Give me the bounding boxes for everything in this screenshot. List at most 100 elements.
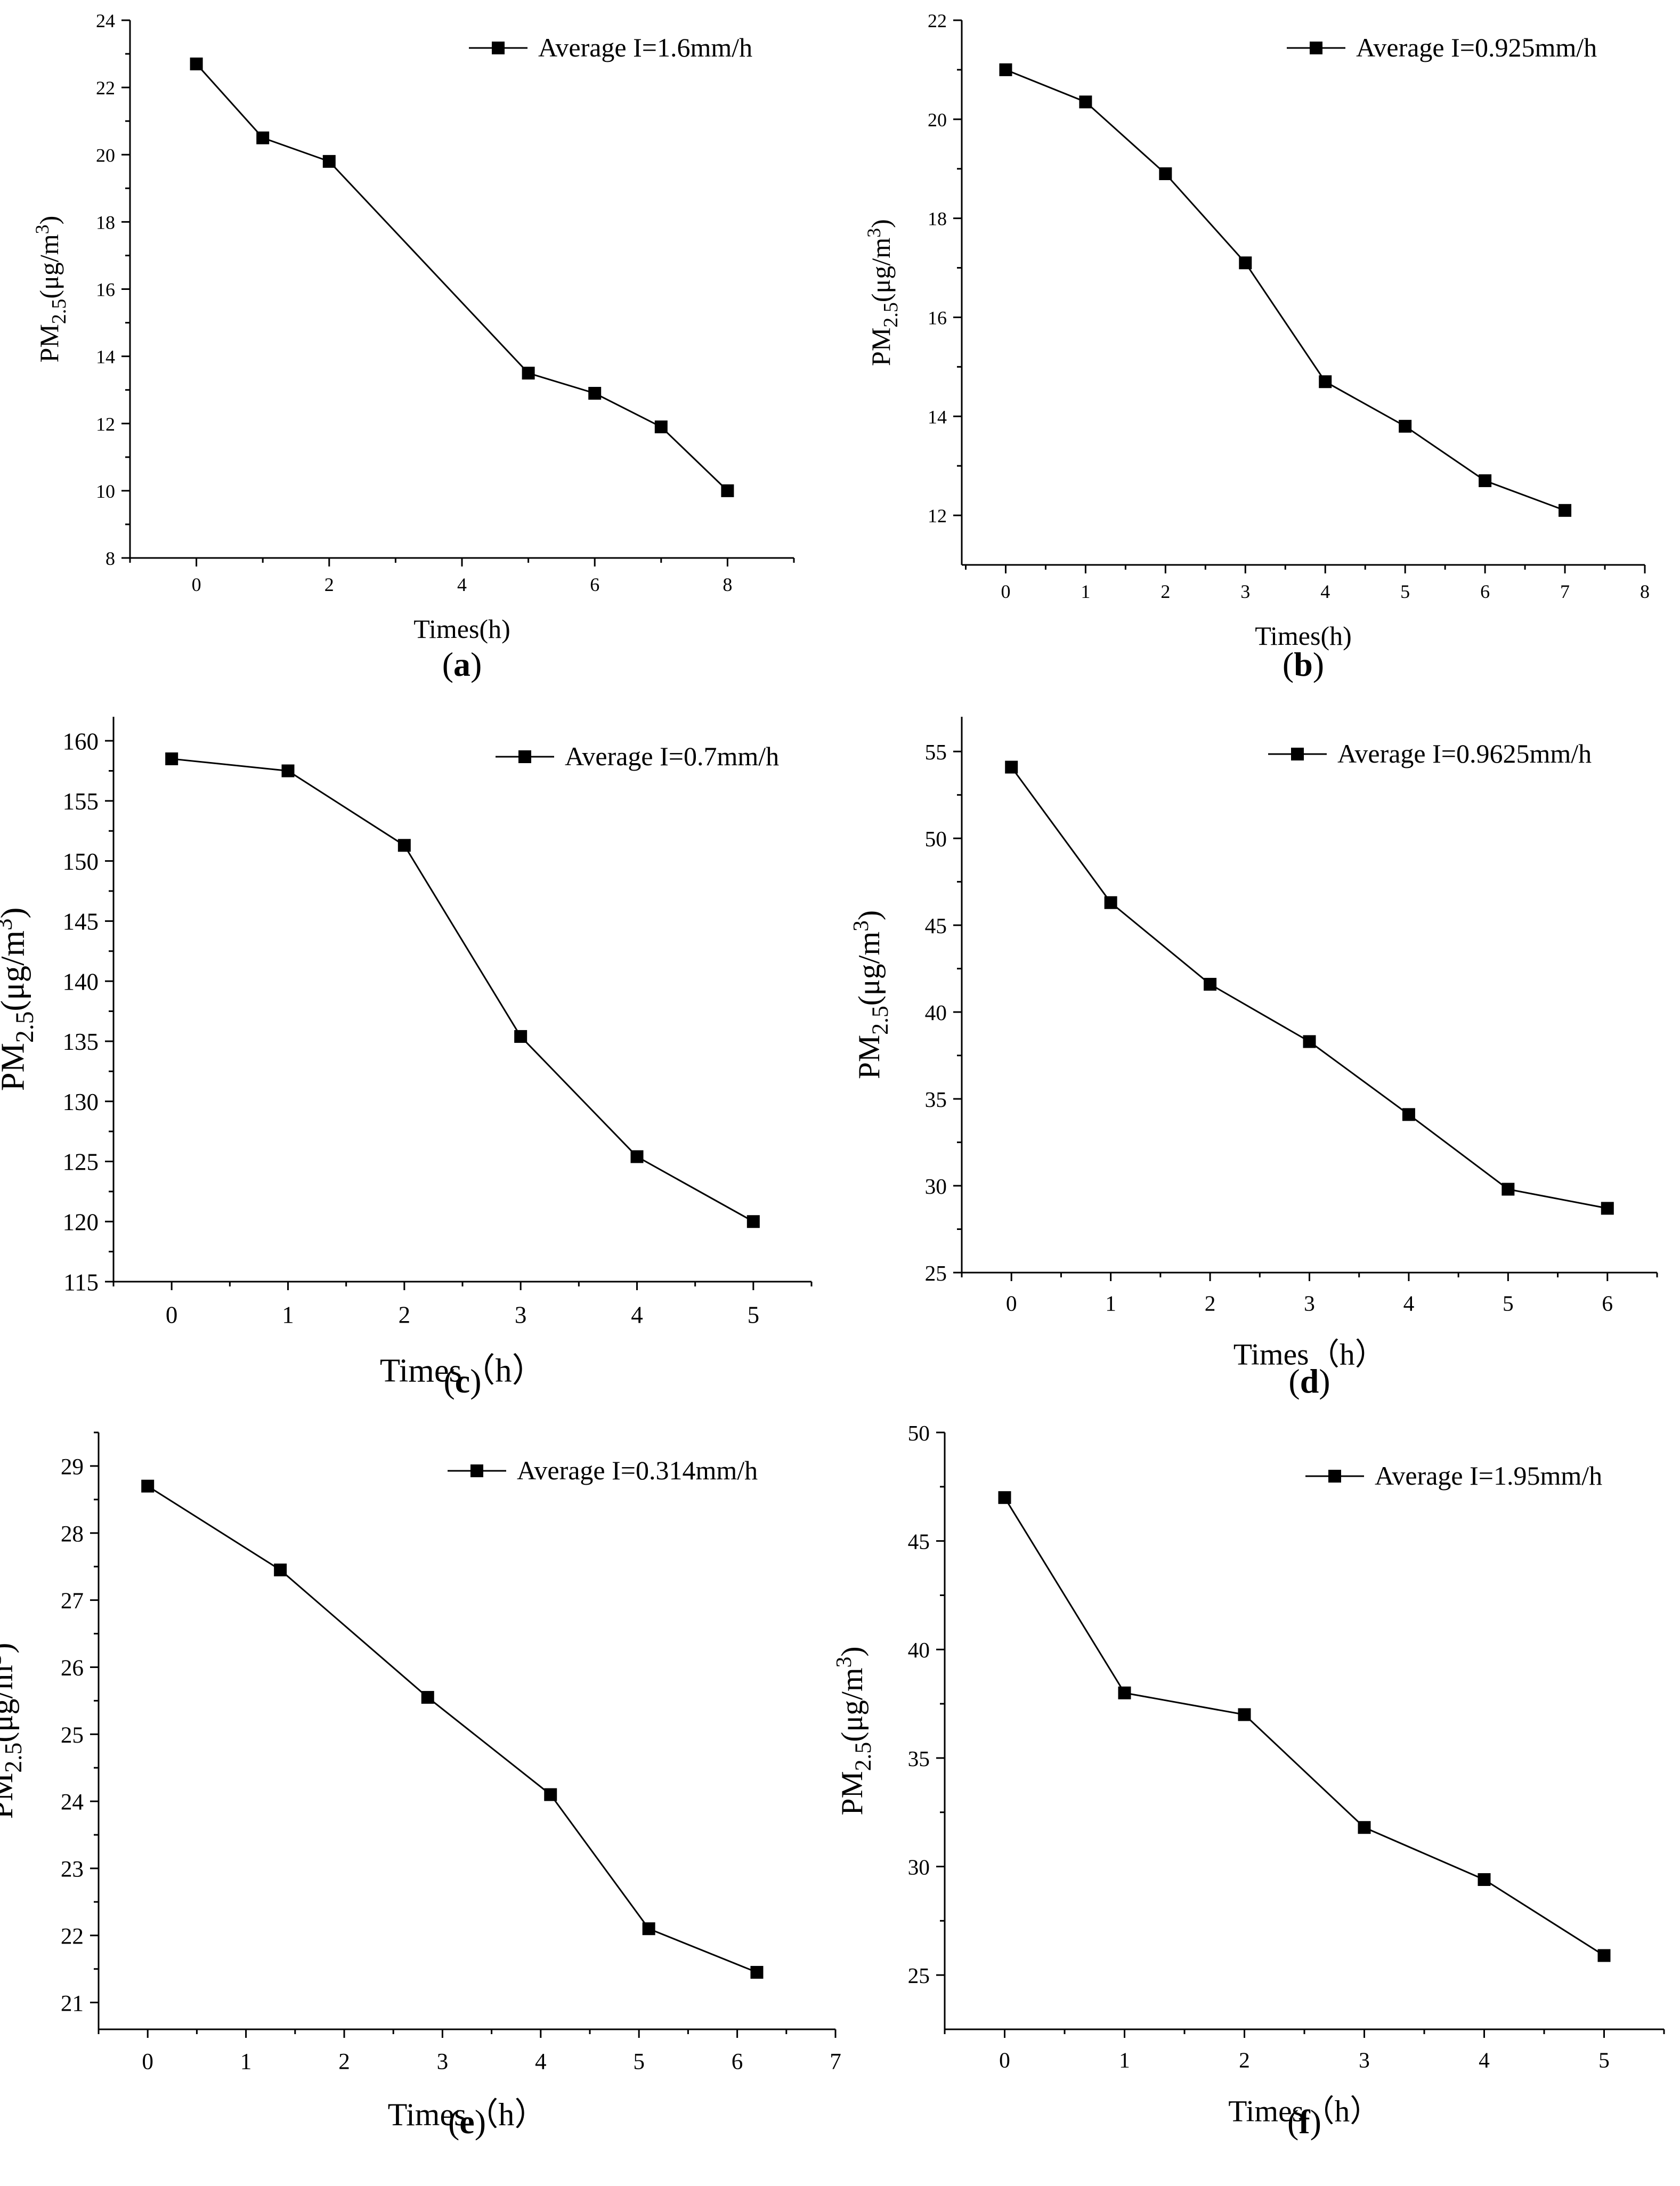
data-point-marker	[1104, 896, 1117, 909]
y-axis-title: PM2.5(μg/m3)	[831, 1646, 876, 1815]
y-tick-label: 155	[63, 788, 99, 815]
legend-label: Average I=1.6mm/h	[538, 33, 752, 62]
data-point-marker	[654, 420, 668, 434]
x-tick-label: 1	[282, 1302, 294, 1329]
x-tick-label: 4	[457, 574, 467, 595]
data-point-marker	[999, 63, 1012, 76]
y-axis-title: PM2.5(μg/m3)	[848, 910, 893, 1079]
data-point-marker	[281, 764, 295, 778]
data-point-marker	[721, 484, 734, 497]
legend-marker	[470, 1464, 483, 1477]
data-point-marker	[1005, 760, 1018, 774]
legend-marker	[1328, 1470, 1341, 1483]
x-tick-label: 4	[631, 1302, 643, 1329]
x-tick-label: 6	[1602, 1291, 1613, 1315]
panel-label: (a)	[442, 645, 482, 683]
y-tick-label: 35	[925, 1087, 947, 1112]
y-tick-label: 25	[61, 1723, 84, 1748]
y-tick-label: 50	[908, 1421, 930, 1445]
y-tick-label: 16	[96, 279, 115, 301]
x-tick-label: 3	[437, 2049, 449, 2074]
x-tick-label: 1	[1105, 1291, 1116, 1315]
x-tick-label: 4	[535, 2049, 547, 2074]
x-axis-title: Times(h)	[1255, 621, 1352, 651]
data-point-marker	[588, 386, 602, 400]
data-point-marker	[544, 1788, 557, 1801]
x-tick-label: 2	[338, 2049, 350, 2074]
x-tick-label: 5	[1400, 581, 1410, 602]
x-tick-label: 2	[1239, 2047, 1250, 2072]
data-point-marker	[642, 1922, 655, 1936]
x-tick-label: 7	[830, 2049, 841, 2074]
data-point-marker	[397, 839, 411, 852]
series-line	[1004, 1497, 1605, 1956]
y-tick-label: 21	[61, 1991, 84, 2016]
y-tick-label: 27	[61, 1589, 84, 1614]
y-axis-title: PM2.5(μg/m3)	[863, 219, 902, 366]
panel-label: (b)	[1282, 645, 1325, 683]
data-point-marker	[421, 1691, 434, 1704]
y-axis-title: PM2.5(μg/m3)	[0, 908, 39, 1091]
y-tick-label: 8	[105, 548, 115, 569]
y-tick-label: 30	[925, 1174, 947, 1199]
x-tick-label: 3	[1304, 1291, 1315, 1315]
data-point-marker	[1238, 1708, 1251, 1721]
x-tick-label: 0	[999, 2047, 1010, 2072]
x-tick-label: 0	[192, 574, 201, 595]
y-axis-title: PM2.5(μg/m3)	[0, 1643, 27, 1819]
y-tick-label: 45	[908, 1529, 930, 1554]
panel-label: (e)	[448, 2103, 486, 2141]
x-tick-label: 2	[399, 1302, 411, 1329]
x-tick-label: 1	[1081, 581, 1090, 602]
legend-marker	[1291, 748, 1304, 760]
x-tick-label: 4	[1479, 2047, 1490, 2072]
data-point-marker	[322, 155, 336, 168]
x-tick-label: 7	[1560, 581, 1570, 602]
data-point-marker	[1079, 95, 1092, 109]
x-tick-label: 4	[1403, 1291, 1415, 1315]
y-tick-label: 20	[928, 109, 947, 131]
x-tick-label: 3	[1359, 2047, 1370, 2072]
x-tick-label: 2	[1205, 1291, 1216, 1315]
x-tick-label: 5	[1503, 1291, 1514, 1315]
x-tick-label: 1	[1119, 2047, 1130, 2072]
data-point-marker	[630, 1150, 644, 1163]
x-tick-label: 3	[515, 1302, 527, 1329]
y-tick-label: 35	[908, 1746, 930, 1771]
legend-label: Average I=0.925mm/h	[1356, 33, 1597, 62]
x-tick-label: 1	[240, 2049, 252, 2074]
legend-label: Average I=0.314mm/h	[517, 1455, 758, 1485]
data-point-marker	[514, 1030, 527, 1043]
y-tick-label: 29	[61, 1455, 84, 1480]
data-point-marker	[141, 1479, 155, 1493]
x-tick-label: 2	[324, 574, 334, 595]
y-tick-label: 30	[908, 1855, 930, 1879]
data-point-marker	[1239, 256, 1252, 270]
y-tick-label: 28	[61, 1521, 84, 1547]
y-tick-label: 120	[63, 1209, 99, 1235]
y-axis-title: PM2.5(μg/m3)	[31, 216, 70, 363]
y-tick-label: 14	[96, 346, 115, 368]
data-point-marker	[1399, 419, 1412, 433]
y-tick-label: 135	[63, 1029, 99, 1055]
y-tick-label: 24	[96, 10, 115, 31]
data-point-marker	[750, 1966, 764, 1979]
y-tick-label: 18	[928, 208, 947, 230]
data-point-marker	[746, 1215, 760, 1228]
y-tick-label: 130	[63, 1089, 99, 1115]
data-point-marker	[1402, 1108, 1415, 1121]
y-tick-label: 12	[928, 505, 947, 527]
series-line	[147, 1485, 758, 1973]
legend-label: Average I=0.9625mm/h	[1337, 739, 1592, 768]
data-point-marker	[1204, 977, 1217, 991]
y-tick-label: 25	[908, 1963, 930, 1988]
y-tick-label: 45	[925, 913, 947, 938]
x-axis-title: Times（h）	[1233, 1338, 1385, 1372]
y-tick-label: 55	[925, 740, 947, 764]
legend-marker	[492, 42, 505, 54]
x-tick-label: 8	[723, 574, 732, 595]
